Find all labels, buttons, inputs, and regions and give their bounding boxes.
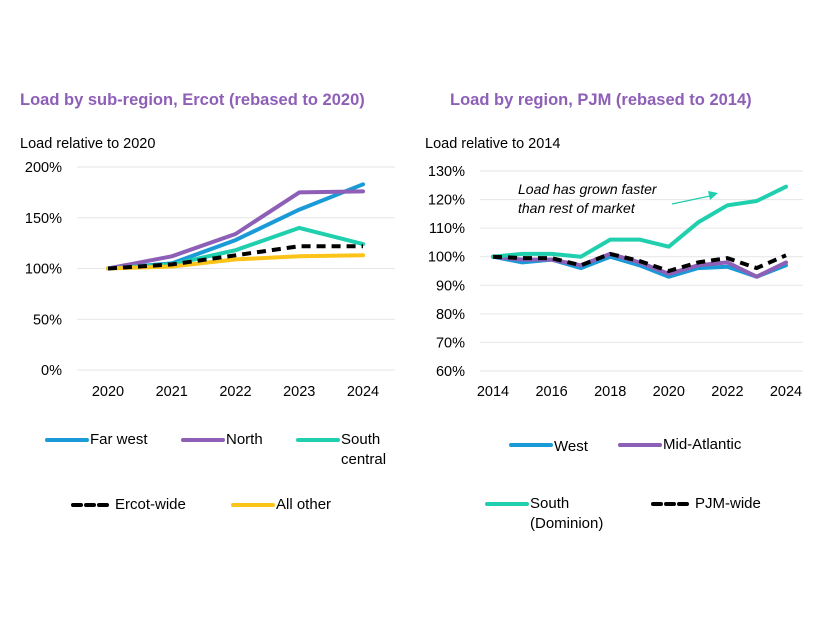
legend-swatch-pjm-wide [651,502,692,507]
left-y-axis-label: Load relative to 2020 [20,136,156,152]
left-chart-title: Load by sub-region, Ercot (rebased to 20… [20,91,365,109]
legend-label-line1: South [530,495,570,512]
series-line-all-other [106,253,365,271]
legend-item-far-west: Far west [45,430,148,450]
x-tick-label: 2016 [535,384,567,400]
legend-label-line2: central [341,451,387,468]
legend-label: Ercot-wide [115,496,186,513]
legend-label: West [554,438,588,455]
annotation-text-line1: Load has grown faster [518,181,658,197]
x-tick-label: 2021 [156,384,188,400]
legend-item-south-central: South central [296,430,386,470]
legend-label-line2: (Dominion) [530,515,604,532]
series-line-north [106,189,365,271]
legend-label: All other [276,496,332,513]
y-tick-label: 90% [436,278,465,294]
y-tick-label: 150% [25,211,62,227]
x-tick-label: 2022 [711,384,743,400]
y-tick-label: 120% [428,193,465,209]
legend-label: PJM-wide [695,495,761,512]
y-tick-label: 80% [436,307,465,323]
right-y-axis-label: Load relative to 2014 [425,136,561,152]
legend-swatch-west [509,443,553,448]
annotation-arrow-head-icon [708,191,718,200]
y-tick-label: 50% [33,312,62,328]
right-chart: 60% 70% 80% 90% 100% 110% 120% 130% 2014 2016 2018… [428,164,803,400]
y-tick-label: 70% [436,335,465,351]
y-tick-label: 130% [428,164,465,180]
legend-item-all-other: All other [231,495,331,515]
right-chart-title: Load by region, PJM (rebased to 2014) [450,91,752,109]
x-tick-label: 2024 [347,384,379,400]
y-tick-label: 100% [25,262,62,278]
y-tick-label: 110% [429,221,465,237]
legend-label: North [226,431,263,448]
x-tick-label: 2022 [219,384,251,400]
legend-item-pjm-wide: PJM-wide [650,494,761,514]
legend-swatch-all-other [231,503,275,508]
legend-label: Mid-Atlantic [663,436,742,453]
series-line-south-dominion [491,184,788,259]
series-line-ercot-wide [107,244,363,271]
x-tick-label: 2018 [594,384,626,400]
series-line-pjm-wide [492,251,787,273]
x-tick-label: 2024 [770,384,802,400]
legend-item-west: West [509,437,588,457]
annotation-text-line2: than rest of market [518,200,636,216]
legend-swatch-south-central [296,438,340,442]
x-tick-label: 2023 [283,384,315,400]
legend-swatch-mid-atlantic [618,443,662,448]
left-chart: 0% 50% 100% 150% 200% 2020 2021 2022 2023 2024 [25,160,395,400]
legend-swatch-south-dominion [485,502,529,506]
x-tick-label: 2020 [92,384,124,400]
annotation-arrow-line [671,195,711,205]
legend-swatch-north [181,438,225,443]
y-tick-label: 100% [428,250,465,266]
x-tick-label: 2014 [477,384,509,400]
legend-item-north: North [181,430,263,450]
y-tick-label: 0% [41,363,62,379]
y-tick-label: 60% [436,364,465,380]
legend-item-ercot-wide: Ercot-wide [70,495,186,515]
legend-label: Far west [90,431,148,448]
legend-item-mid-atlantic: Mid-Atlantic [618,435,741,455]
y-tick-label: 200% [25,160,62,176]
x-tick-label: 2020 [653,384,685,400]
legend-swatch-far-west [45,438,89,443]
legend-item-south-dominion: South (Dominion) [485,494,603,534]
legend-swatch-ercot-wide [71,503,112,508]
legend-label-line1: South [341,431,381,448]
